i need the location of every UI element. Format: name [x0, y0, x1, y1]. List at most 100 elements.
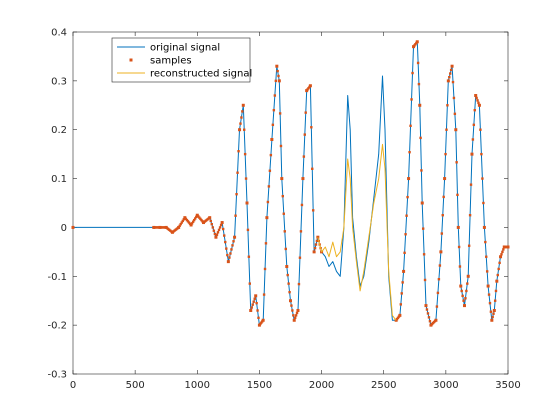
- samples-point: [274, 79, 278, 83]
- y-tick-label: -0.3: [47, 370, 67, 381]
- samples-point: [189, 223, 193, 227]
- samples-point: [198, 216, 201, 219]
- samples-point: [275, 64, 279, 68]
- samples-point: [226, 260, 230, 264]
- x-tick-label: 500: [126, 380, 145, 391]
- samples-point: [452, 96, 456, 100]
- samples-point: [265, 216, 269, 220]
- samples-point: [246, 228, 250, 232]
- samples-point: [435, 305, 439, 308]
- samples-point: [177, 225, 181, 229]
- samples-point: [248, 282, 251, 285]
- samples-point: [233, 235, 237, 239]
- samples-point: [244, 177, 248, 180]
- samples-point: [212, 229, 216, 232]
- reconstructed-signal-line: [317, 143, 397, 321]
- samples-point: [401, 281, 404, 284]
- samples-point: [228, 256, 231, 259]
- samples-point: [462, 299, 465, 302]
- samples-point: [221, 227, 225, 231]
- y-tick-label: 0.1: [51, 174, 67, 185]
- samples-point: [281, 194, 284, 198]
- samples-point: [476, 99, 479, 102]
- samples-point: [215, 233, 219, 236]
- samples-point: [182, 218, 186, 221]
- samples-point: [219, 223, 223, 227]
- samples-point: [301, 177, 305, 181]
- samples-point: [271, 123, 275, 127]
- samples-point: [197, 215, 200, 218]
- samples-point: [288, 290, 291, 294]
- samples-point: [482, 201, 485, 205]
- samples-point: [190, 222, 194, 225]
- samples-point: [230, 248, 233, 251]
- samples-point: [226, 253, 229, 257]
- x-tick-label: 0: [70, 380, 76, 391]
- samples-point: [187, 221, 191, 224]
- samples-point: [471, 138, 475, 141]
- samples-point: [421, 227, 425, 230]
- x-tick-label: 3000: [433, 380, 458, 391]
- samples-point: [465, 289, 468, 293]
- samples-point: [494, 289, 498, 293]
- samples-point: [449, 68, 453, 72]
- samples-point: [241, 110, 244, 113]
- samples-point: [284, 247, 287, 251]
- samples-point: [466, 274, 470, 278]
- samples-point: [436, 291, 440, 295]
- samples-point: [194, 217, 197, 220]
- samples-point: [409, 124, 412, 128]
- samples-point: [500, 253, 503, 256]
- samples-point: [252, 300, 255, 303]
- samples-point: [224, 240, 227, 244]
- y-tick-label: -0.1: [47, 272, 67, 283]
- samples-point: [259, 322, 262, 326]
- x-tick-label: 2000: [309, 380, 334, 391]
- samples-point: [251, 303, 254, 306]
- samples-point: [311, 167, 314, 170]
- samples-point: [214, 235, 218, 239]
- x-tick-label: 1000: [185, 380, 210, 391]
- samples-point: [289, 299, 292, 303]
- samples-point: [446, 104, 449, 107]
- samples-point: [235, 193, 238, 196]
- samples-point: [257, 323, 261, 327]
- samples-point: [461, 294, 464, 298]
- samples-point: [311, 209, 315, 212]
- samples-point: [428, 320, 432, 323]
- samples-point: [441, 214, 444, 217]
- samples-point: [454, 128, 458, 132]
- samples-point: [492, 308, 496, 312]
- samples-point: [283, 230, 286, 233]
- samples-point: [200, 218, 203, 222]
- samples-point: [195, 213, 199, 217]
- samples-point: [418, 103, 422, 107]
- samples-point: [491, 315, 494, 319]
- samples-point: [300, 203, 304, 207]
- y-tick-label: -0.2: [47, 321, 67, 332]
- samples-point: [255, 301, 258, 305]
- samples-point: [199, 217, 202, 221]
- samples-point: [466, 282, 469, 285]
- samples-point: [294, 314, 298, 317]
- samples-point: [264, 242, 268, 245]
- samples-point: [399, 303, 403, 306]
- samples-point: [498, 261, 501, 265]
- samples-point: [501, 250, 504, 254]
- samples-point: [272, 108, 276, 112]
- samples-point: [238, 128, 242, 132]
- x-tick-label: 2500: [371, 380, 396, 391]
- x-tick-label: 1500: [247, 380, 272, 391]
- samples-point: [403, 251, 406, 255]
- samples-point: [273, 94, 277, 97]
- samples-point: [243, 152, 247, 156]
- samples-point: [280, 177, 284, 181]
- samples-point: [485, 255, 488, 258]
- samples-point: [464, 297, 467, 300]
- y-tick-label: 0.2: [51, 125, 67, 136]
- samples-point: [291, 309, 294, 312]
- samples-point: [277, 79, 281, 83]
- samples-point: [254, 294, 258, 298]
- samples-point: [487, 293, 491, 296]
